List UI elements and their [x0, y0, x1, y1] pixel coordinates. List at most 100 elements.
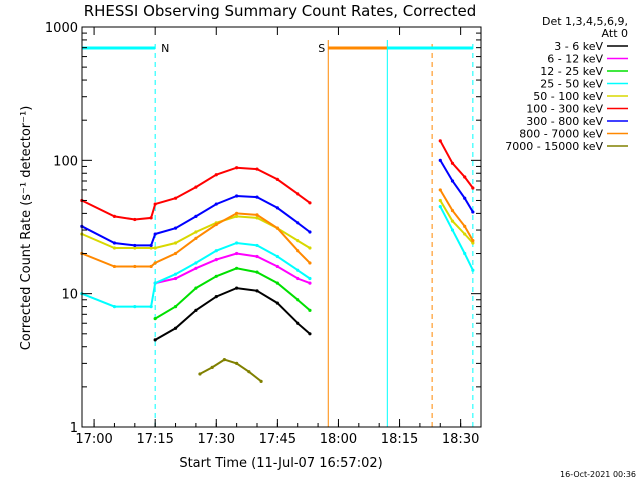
data-point-5-4 — [153, 202, 157, 206]
legend-header-line-2: Att 0 — [602, 27, 628, 40]
data-point-4-8 — [235, 214, 239, 218]
data-point-6-7 — [214, 202, 218, 206]
data-point-1-8 — [308, 281, 312, 285]
data-point-7-13 — [438, 188, 442, 192]
data-point-7-5 — [173, 251, 178, 256]
data-point-3-2 — [133, 304, 137, 309]
series-2 — [153, 266, 312, 321]
data-point-3-4 — [153, 281, 157, 285]
data-point-5-2 — [133, 217, 137, 222]
series-6 — [80, 158, 475, 248]
y-axis: 1 10 100 1000 — [45, 21, 481, 436]
data-point-6-8 — [235, 194, 239, 198]
data-point-7-1 — [112, 264, 117, 269]
data-point-2-6 — [275, 281, 279, 285]
data-point-7-4 — [153, 261, 157, 265]
y-tick-label-1: 10 — [61, 288, 78, 303]
data-point-7-7 — [214, 222, 218, 227]
data-point-6-15 — [463, 196, 467, 200]
data-point-6-1 — [112, 241, 117, 245]
data-point-5-7 — [214, 173, 218, 177]
x-axis-label: Start Time (11-Jul-07 16:57:02) — [179, 456, 382, 471]
data-point-6-6 — [194, 214, 198, 218]
data-point-4-15 — [463, 232, 467, 236]
data-point-1-1 — [173, 276, 178, 281]
data-point-8-5 — [259, 379, 263, 383]
x-tick-label-2: 17:30 — [198, 432, 235, 447]
data-point-7-8 — [235, 211, 239, 215]
legend-label-8: 7000 - 15000 keV — [505, 140, 603, 153]
data-point-5-9 — [255, 167, 259, 171]
data-point-7-10 — [275, 226, 279, 230]
data-point-0-6 — [275, 301, 279, 305]
data-point-0-8 — [308, 332, 312, 336]
y-axis-label: Corrected Count Rate (s⁻¹ detector⁻¹) — [19, 106, 34, 351]
data-point-7-2 — [133, 264, 137, 269]
series-7 — [80, 188, 475, 269]
series-line-7-0 — [81, 212, 311, 268]
series-3 — [80, 204, 475, 309]
series-8 — [198, 358, 263, 383]
data-point-6-10 — [275, 206, 279, 210]
data-point-3-3 — [149, 304, 153, 309]
data-point-0-2 — [194, 308, 198, 312]
data-point-7-11 — [296, 249, 300, 253]
series-5 — [80, 139, 475, 222]
legend-label-6: 300 - 800 keV — [526, 115, 603, 128]
data-point-1-2 — [194, 266, 198, 270]
legend-label-3: 25 - 50 keV — [540, 78, 603, 91]
data-point-4-4 — [153, 246, 157, 250]
data-point-4-5 — [173, 241, 178, 245]
data-point-1-3 — [214, 258, 218, 262]
legend-label-7: 800 - 7000 keV — [519, 128, 603, 141]
data-point-7-15 — [463, 224, 467, 228]
data-point-6-13 — [438, 158, 442, 162]
data-point-5-14 — [450, 161, 455, 165]
data-point-5-8 — [235, 166, 239, 170]
chart-title: RHESSI Observing Summary Count Rates, Co… — [84, 2, 477, 20]
x-axis: 17:00 17:15 17:30 17:45 18:00 18:15 18:30 — [75, 27, 482, 447]
data-point-2-7 — [296, 298, 300, 302]
x-tick-label-5: 18:15 — [381, 432, 418, 447]
legend-label-0: 3 - 6 keV — [554, 40, 603, 53]
data-point-4-6 — [194, 230, 198, 234]
timestamp-footer: 16-Oct-2021 00:36 — [560, 470, 636, 479]
data-point-7-14 — [450, 208, 455, 213]
data-point-8-0 — [198, 372, 202, 376]
data-point-3-11 — [296, 268, 300, 272]
data-point-4-13 — [438, 198, 442, 203]
data-point-3-14 — [450, 228, 455, 232]
data-point-7-12 — [308, 261, 312, 265]
data-point-0-5 — [255, 289, 259, 293]
data-point-6-16 — [471, 210, 475, 214]
data-point-6-3 — [149, 243, 153, 248]
data-point-5-15 — [463, 175, 467, 179]
y-tick-label-3: 1000 — [45, 21, 78, 36]
x-tick-label-3: 17:45 — [259, 432, 296, 447]
data-point-2-0 — [153, 317, 157, 321]
data-point-3-13 — [438, 204, 442, 209]
data-point-4-2 — [133, 246, 137, 250]
data-point-6-2 — [133, 243, 137, 248]
data-point-3-10 — [275, 254, 279, 259]
series-line-3-1 — [439, 206, 474, 271]
data-point-2-4 — [235, 266, 239, 270]
series-1 — [153, 251, 312, 285]
data-point-6-14 — [450, 179, 455, 183]
x-tick-label-0: 17:00 — [75, 432, 112, 447]
series-line-7-1 — [439, 189, 474, 242]
data-point-3-7 — [214, 249, 218, 253]
data-point-4-1 — [112, 246, 117, 250]
series-line-5-1 — [439, 140, 474, 189]
data-point-3-9 — [255, 243, 259, 248]
data-point-8-3 — [235, 361, 239, 365]
data-point-0-0 — [153, 338, 157, 342]
data-point-6-12 — [308, 230, 312, 234]
data-point-2-3 — [214, 274, 218, 278]
data-point-3-6 — [194, 261, 198, 265]
data-point-4-14 — [450, 219, 455, 223]
data-point-7-9 — [255, 213, 259, 217]
x-tick-label-6: 18:30 — [442, 432, 479, 447]
